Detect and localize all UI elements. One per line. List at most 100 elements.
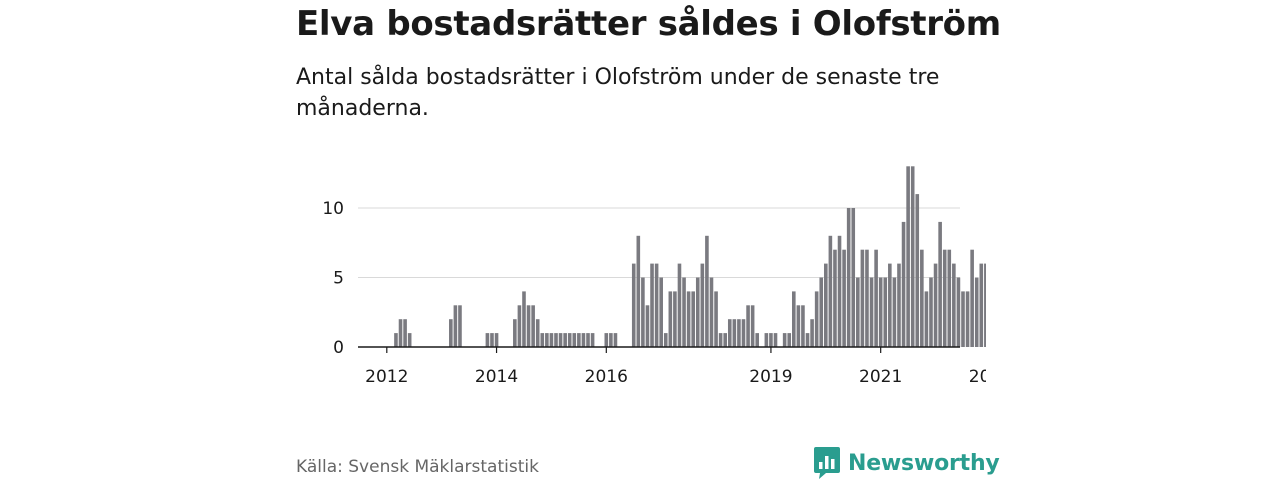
bar xyxy=(755,333,760,347)
bar xyxy=(828,235,833,347)
bar xyxy=(705,235,709,347)
bar xyxy=(677,263,682,347)
bar xyxy=(686,291,691,347)
bar xyxy=(874,249,878,347)
bar xyxy=(398,319,403,347)
x-tick-label: 2014 xyxy=(475,367,518,387)
bar xyxy=(933,263,938,347)
bar xyxy=(636,235,641,347)
bar xyxy=(631,263,636,347)
bar xyxy=(782,333,787,347)
bar xyxy=(485,333,490,347)
bar xyxy=(787,333,792,347)
bar xyxy=(741,319,746,347)
chart-card: Elva bostadsrätter såldes i Olofström An… xyxy=(296,0,1001,480)
bar xyxy=(851,208,856,347)
bar xyxy=(869,277,874,347)
bar xyxy=(540,333,545,347)
bar xyxy=(773,333,778,347)
bar xyxy=(394,333,398,347)
x-tick-label: 2019 xyxy=(749,367,792,387)
bar xyxy=(695,277,700,347)
page-title: Elva bostadsrätter såldes i Olofström xyxy=(296,4,1001,44)
bar xyxy=(709,277,714,347)
bar xyxy=(901,221,906,347)
page-subtitle: Antal sålda bostadsrätter i Olofström un… xyxy=(296,65,940,121)
bar xyxy=(659,277,663,347)
bar xyxy=(947,249,952,347)
bar xyxy=(513,319,517,347)
x-tick-label: 2021 xyxy=(859,367,902,387)
bar xyxy=(764,333,769,347)
bar xyxy=(714,291,718,347)
bar xyxy=(700,263,705,347)
bar xyxy=(586,333,590,347)
bar xyxy=(805,333,810,347)
bar xyxy=(663,333,668,347)
bar xyxy=(650,263,654,347)
bar xyxy=(856,277,860,347)
bar xyxy=(549,333,554,347)
bar xyxy=(545,333,549,347)
bar xyxy=(750,305,755,347)
bar xyxy=(732,319,737,347)
bar xyxy=(883,277,888,347)
bar xyxy=(531,305,535,347)
bar xyxy=(458,305,462,347)
bar xyxy=(942,249,947,347)
bar xyxy=(846,208,851,347)
bar xyxy=(727,319,732,347)
bar xyxy=(494,333,499,347)
bar xyxy=(842,249,846,347)
bar xyxy=(449,319,453,347)
bar xyxy=(590,333,595,347)
bar xyxy=(609,333,613,347)
bar xyxy=(814,291,819,347)
bar xyxy=(407,333,412,347)
bar xyxy=(577,333,581,347)
bar-chart-speech-bubble-icon xyxy=(814,447,840,479)
bar xyxy=(453,305,458,347)
brand-logo: Newsworthy xyxy=(814,446,1000,480)
bar xyxy=(769,333,773,347)
bar xyxy=(910,166,915,347)
bar xyxy=(961,291,965,347)
bar xyxy=(810,319,814,347)
bar xyxy=(924,291,929,347)
bar xyxy=(673,291,677,347)
bar xyxy=(920,249,924,347)
bar xyxy=(517,305,522,347)
bar xyxy=(691,291,695,347)
bar xyxy=(581,333,586,347)
source-note: Källa: Svensk Mäklarstatistik xyxy=(296,457,539,477)
bar xyxy=(567,333,572,347)
bar xyxy=(535,319,540,347)
bar xyxy=(860,249,865,347)
bar xyxy=(641,277,645,347)
y-tick-label: 0 xyxy=(333,338,344,358)
bar xyxy=(906,166,910,347)
bar xyxy=(796,305,801,347)
bar xyxy=(888,263,892,347)
bar xyxy=(554,333,558,347)
bar xyxy=(833,249,837,347)
bar xyxy=(746,305,750,347)
bar xyxy=(824,263,828,347)
bar xyxy=(718,333,723,347)
bar xyxy=(984,263,986,347)
bar xyxy=(723,333,727,347)
x-tick-label: 2012 xyxy=(365,367,408,387)
bar xyxy=(572,333,577,347)
bar xyxy=(878,277,883,347)
bar xyxy=(522,291,526,347)
bar xyxy=(865,249,869,347)
bar xyxy=(929,277,933,347)
bar xyxy=(892,277,897,347)
y-tick-label: 10 xyxy=(322,199,344,219)
bar xyxy=(490,333,494,347)
bar xyxy=(613,333,618,347)
bar xyxy=(970,249,974,347)
bar xyxy=(563,333,567,347)
bar xyxy=(801,305,805,347)
y-tick-label: 5 xyxy=(333,269,344,289)
